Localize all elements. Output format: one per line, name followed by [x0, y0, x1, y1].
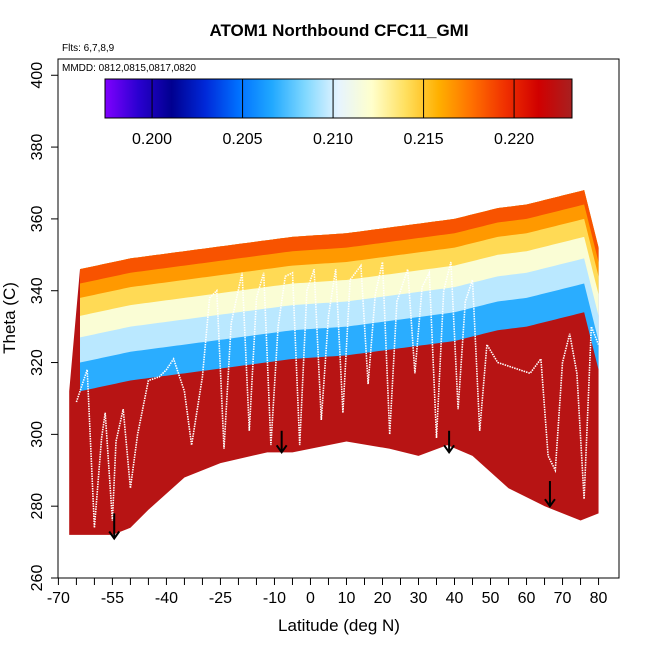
- x-tick-label: 60: [518, 590, 536, 607]
- colorbar: 0.200 0.205 0.210 0.215 0.220: [104, 78, 573, 148]
- x-tick-label: -40: [155, 590, 178, 607]
- x-axis: -70 -55 -40 -25 -10 0 10 20 30 40 50 60 70 80: [47, 577, 617, 607]
- y-axis-label: Theta (C): [0, 282, 19, 354]
- x-tick-label: 50: [482, 590, 500, 607]
- y-tick-label: 400: [29, 62, 46, 89]
- profile-arrows: [108, 430, 556, 541]
- colorbar-ramp: [104, 78, 573, 119]
- y-tick-label: 380: [29, 134, 46, 161]
- x-tick-label: -25: [209, 590, 232, 607]
- profile-arrow: [443, 430, 455, 455]
- colorbar-tick-label: 0.200: [132, 131, 172, 148]
- x-tick-label: 70: [554, 590, 572, 607]
- y-tick-label: 260: [29, 565, 46, 592]
- x-tick-label: -55: [101, 590, 124, 607]
- y-tick-label: 280: [29, 493, 46, 520]
- y-tick-label: 360: [29, 205, 46, 232]
- x-tick-label: -10: [263, 590, 286, 607]
- x-tick-label: 80: [590, 590, 608, 607]
- y-tick-label: 300: [29, 421, 46, 448]
- x-tick-label: 10: [338, 590, 356, 607]
- y-axis: 260 280 300 320 340 360 380 400: [29, 62, 58, 592]
- x-tick-label: 30: [410, 590, 428, 607]
- colorbar-tick-label: 0.205: [223, 131, 263, 148]
- x-tick-label: -70: [47, 590, 70, 607]
- field-band: [80, 190, 599, 284]
- x-axis-label: Latitude (deg N): [278, 616, 400, 635]
- x-tick-label: 20: [374, 590, 392, 607]
- flights-label: Flts: 6,7,8,9: [62, 43, 115, 54]
- chart-title: ATOM1 Northbound CFC11_GMI: [209, 21, 468, 40]
- dates-label: MMDD: 0812,0815,0817,0820: [62, 63, 196, 74]
- y-tick-label: 340: [29, 277, 46, 304]
- profile-arrow: [544, 481, 556, 508]
- x-tick-label: 40: [446, 590, 464, 607]
- cfc11-field: [69, 190, 599, 535]
- colorbar-tick-label: 0.210: [313, 131, 353, 148]
- profile-arrow: [108, 513, 121, 541]
- colorbar-tick-label: 0.220: [494, 131, 534, 148]
- x-tick-label: 0: [306, 590, 315, 607]
- y-tick-label: 320: [29, 349, 46, 376]
- colorbar-tick-label: 0.215: [404, 131, 444, 148]
- profile-arrow: [275, 430, 288, 455]
